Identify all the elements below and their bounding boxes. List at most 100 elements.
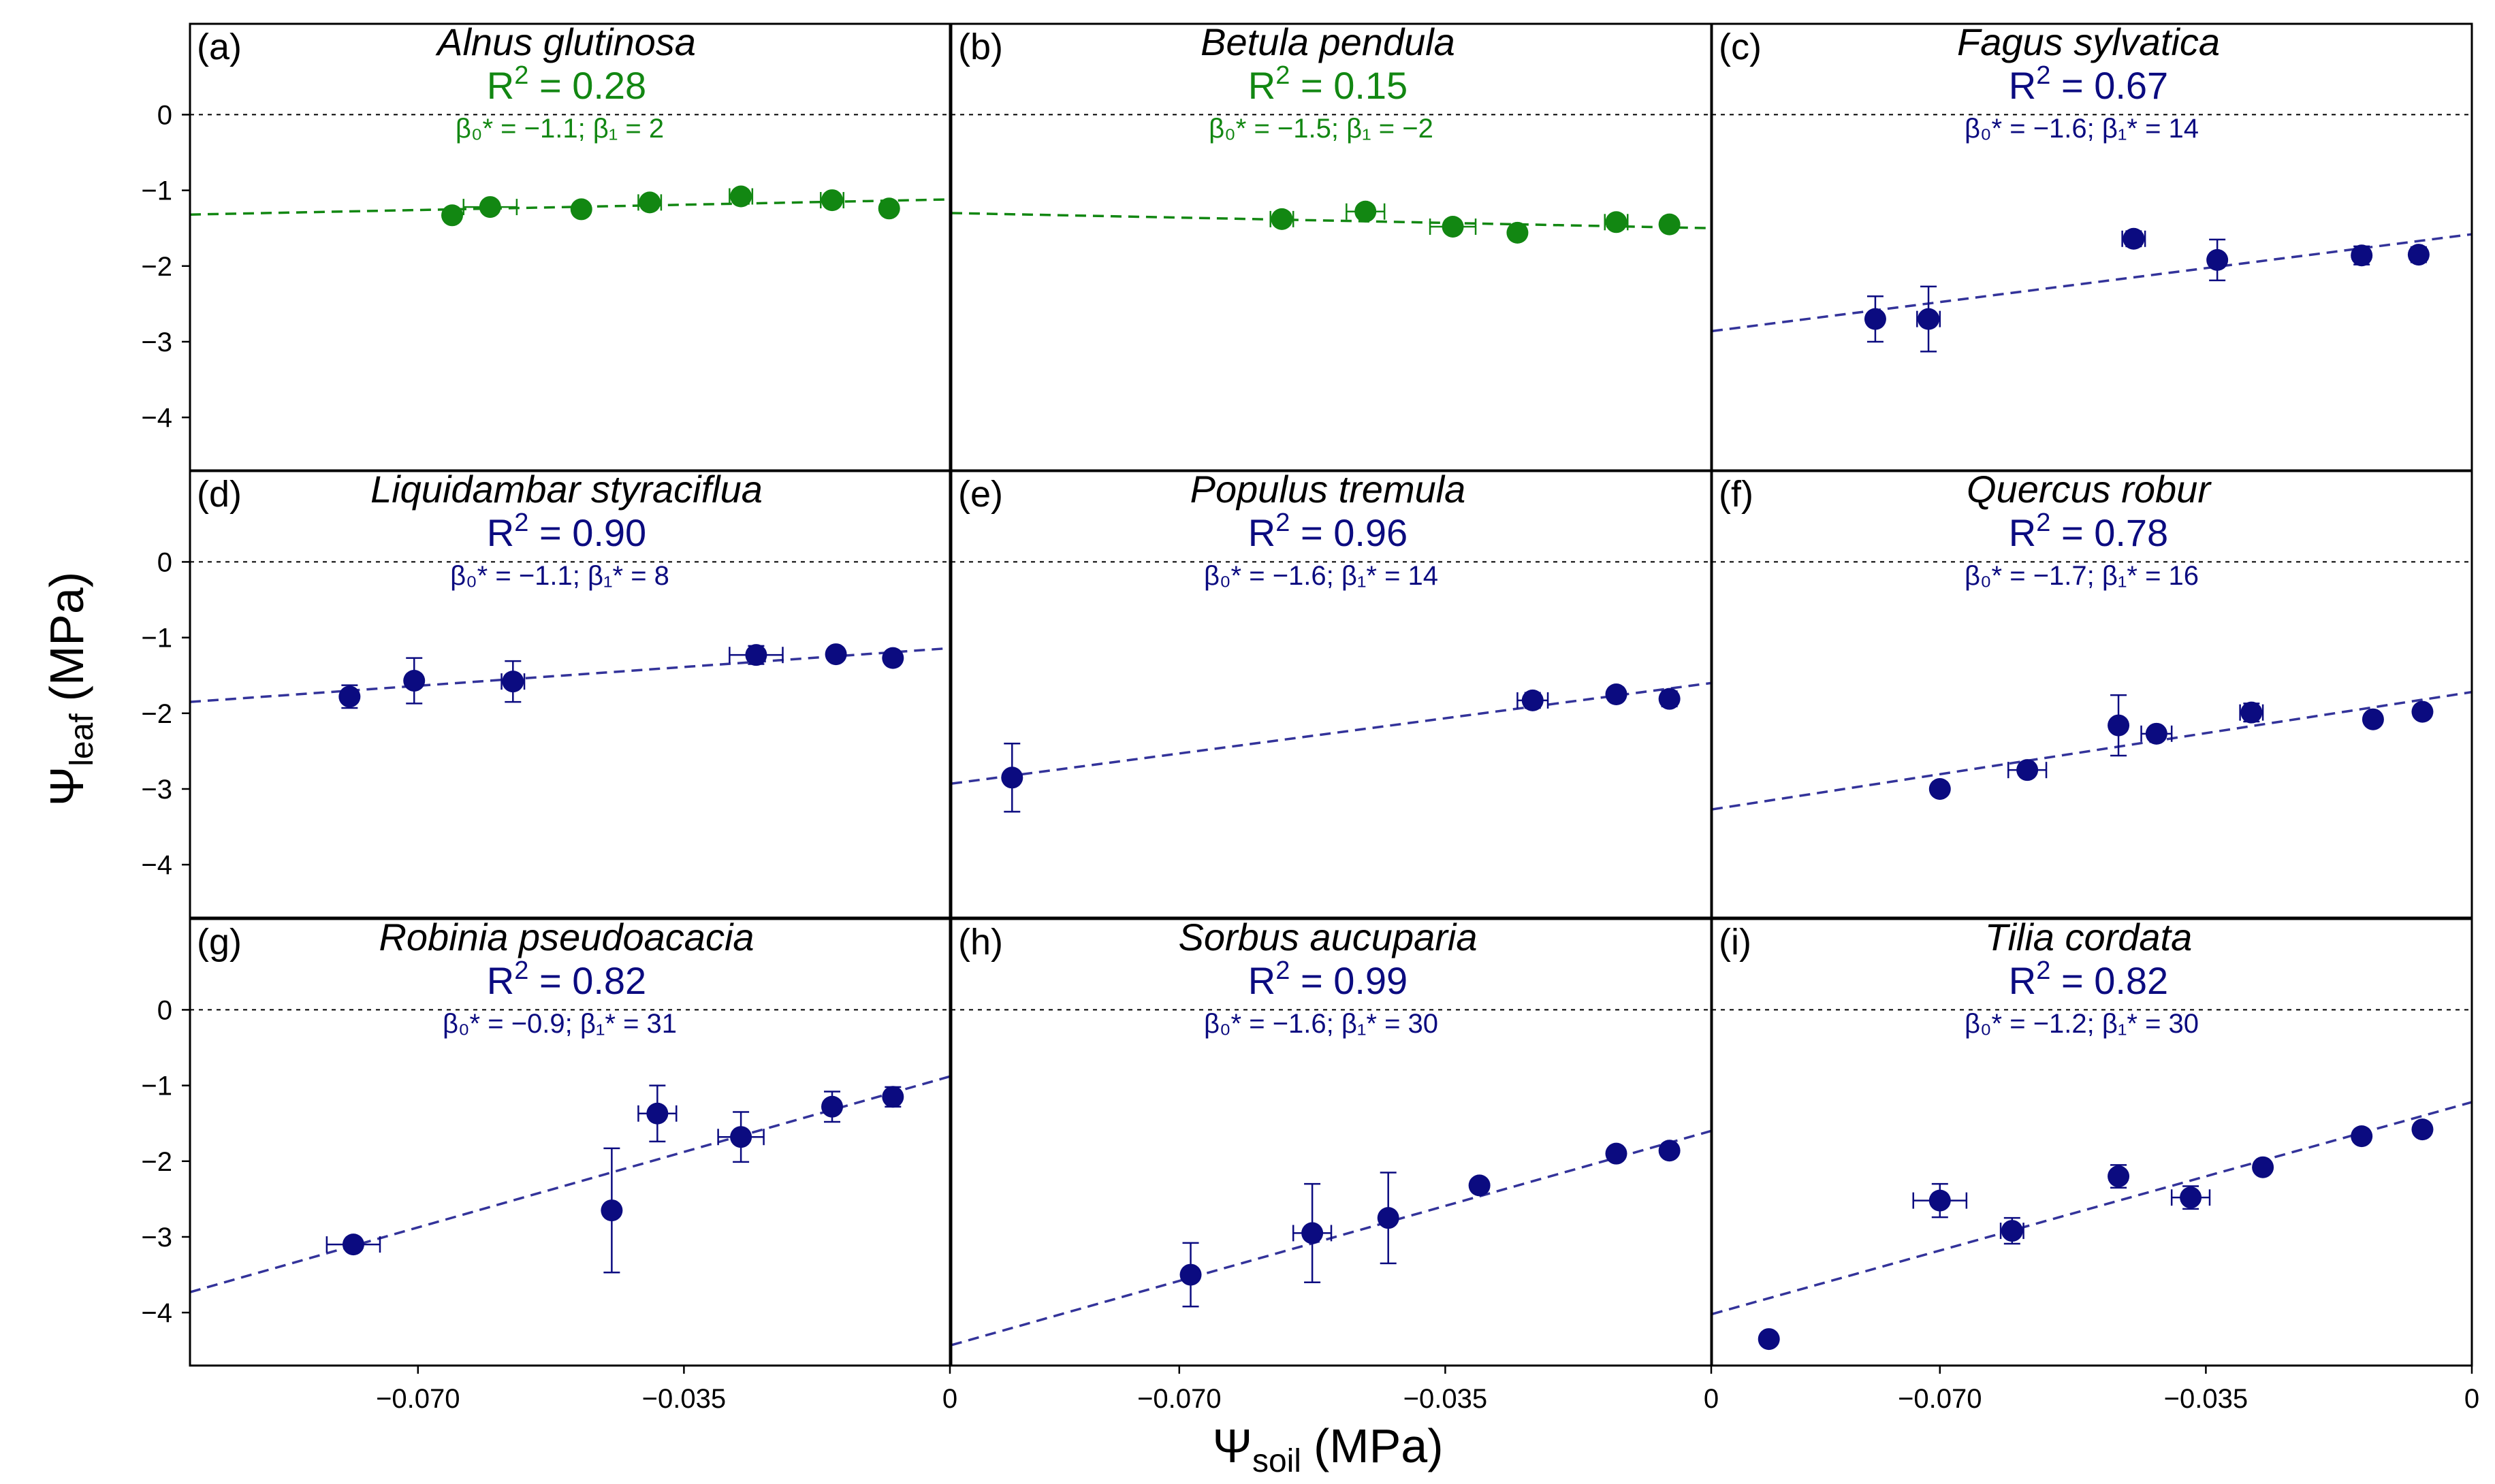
panel-title: Populus tremula	[1190, 468, 1466, 511]
point-marker	[2411, 1118, 2434, 1141]
r-squared-label: R2 = 0.67	[2009, 61, 2168, 107]
data-point	[1658, 1140, 1681, 1162]
data-point	[2007, 759, 2048, 781]
regression-line	[1712, 690, 2472, 811]
x-tick-label: 0	[1704, 1384, 1719, 1414]
data-point	[2170, 1185, 2211, 1210]
data-point	[2121, 227, 2146, 250]
panel-letter: (h)	[958, 922, 1003, 963]
regression-line	[1712, 1101, 2472, 1316]
data-point	[717, 1111, 765, 1163]
panel-g: 0 −1 −2 −3 −4 −0.070 −0.035 0 (g) Robinia pseudoa…	[141, 916, 957, 1414]
panel-title: Quercus robur	[1967, 468, 2212, 511]
data-point	[2407, 244, 2430, 266]
x-tick-label: −0.070	[376, 1384, 460, 1414]
point-marker	[1658, 688, 1681, 710]
point-marker	[2407, 244, 2430, 266]
panel-frame	[189, 470, 951, 919]
point-marker	[1271, 208, 1293, 230]
data-point	[2140, 722, 2173, 745]
y-tick-label: −1	[141, 1071, 172, 1101]
point-marker	[2001, 1220, 2023, 1242]
data-point	[500, 660, 526, 703]
data-point	[1269, 208, 1294, 230]
y-tick-label: −2	[141, 699, 172, 729]
r-squared-label: R2 = 0.82	[487, 956, 646, 1002]
point-marker	[1928, 777, 1951, 800]
point-marker	[2145, 722, 2167, 745]
point-marker	[882, 647, 904, 669]
panel-title: Sorbus aucuparia	[1179, 916, 1478, 958]
y-tick-label: 0	[157, 995, 172, 1025]
data-point	[403, 657, 426, 705]
point-marker	[441, 204, 464, 227]
data-point	[1604, 211, 1629, 233]
point-marker	[2362, 708, 2384, 730]
regression-line	[951, 212, 1711, 229]
coefficient-label: β₀* = −1.2; β₁* = 30	[1965, 1009, 2199, 1039]
data-point	[1377, 1172, 1399, 1265]
point-marker	[1001, 767, 1023, 789]
panel-letter: (i)	[1719, 922, 1751, 963]
data-point	[338, 684, 361, 709]
panel-title: Tilia cordata	[1985, 916, 2193, 958]
x-tick-label: −0.035	[642, 1384, 726, 1414]
data-point	[1468, 1174, 1491, 1197]
data-point	[1916, 285, 1941, 353]
point-marker	[1605, 683, 1627, 705]
data-point	[325, 1233, 381, 1256]
panel-frame	[189, 918, 951, 1367]
point-marker	[1442, 215, 1464, 238]
data-point	[1658, 688, 1681, 710]
x-axis-subscript: soil	[1252, 1443, 1301, 1479]
data-point	[2239, 701, 2264, 724]
coefficient-label: β₀* = −1.6; β₁* = 14	[1965, 114, 2199, 144]
panel-letter: (a)	[197, 27, 242, 67]
y-tick-label: 0	[157, 547, 172, 577]
data-point	[882, 1086, 904, 1108]
data-point	[2252, 1156, 2274, 1178]
data-point	[825, 643, 847, 666]
data-point	[462, 196, 518, 219]
y-axis-symbol: Ψ	[40, 767, 93, 806]
data-point	[1292, 1182, 1333, 1283]
r-squared-label: R2 = 0.15	[1248, 61, 1408, 107]
data-point	[601, 1147, 623, 1274]
data-point	[2411, 1118, 2434, 1141]
panel-letter: (f)	[1719, 474, 1753, 515]
regression-line	[190, 647, 950, 703]
y-axis-unit: (MPa)	[40, 572, 93, 702]
panel-frame	[1711, 470, 2473, 919]
point-marker	[2252, 1156, 2274, 1178]
panel-frame	[1711, 918, 2473, 1367]
point-marker	[1658, 213, 1681, 236]
point-marker	[2206, 248, 2229, 271]
y-tick-label: −1	[141, 176, 172, 206]
coefficient-label: β₀* = −1.1; β₁* = 8	[450, 561, 669, 591]
point-marker	[825, 643, 847, 666]
point-marker	[1377, 1207, 1399, 1229]
data-point	[570, 198, 592, 221]
data-point	[637, 191, 663, 214]
y-tick-label: −2	[141, 252, 172, 282]
point-marker	[1605, 1142, 1627, 1165]
data-point	[2108, 694, 2130, 757]
y-tick-label: −4	[141, 403, 172, 433]
point-marker	[1301, 1222, 1324, 1244]
data-point	[1346, 200, 1386, 223]
y-tick-label: −4	[141, 1298, 172, 1328]
panel-title: Betula pendula	[1201, 20, 1455, 63]
data-point	[441, 204, 464, 227]
panel-letter: (c)	[1719, 27, 1762, 67]
point-marker	[479, 196, 501, 219]
panel-title: Fagus sylvatica	[1957, 20, 2220, 63]
data-point	[1912, 1182, 1968, 1219]
y-axis-subscript: leaf	[64, 713, 100, 767]
